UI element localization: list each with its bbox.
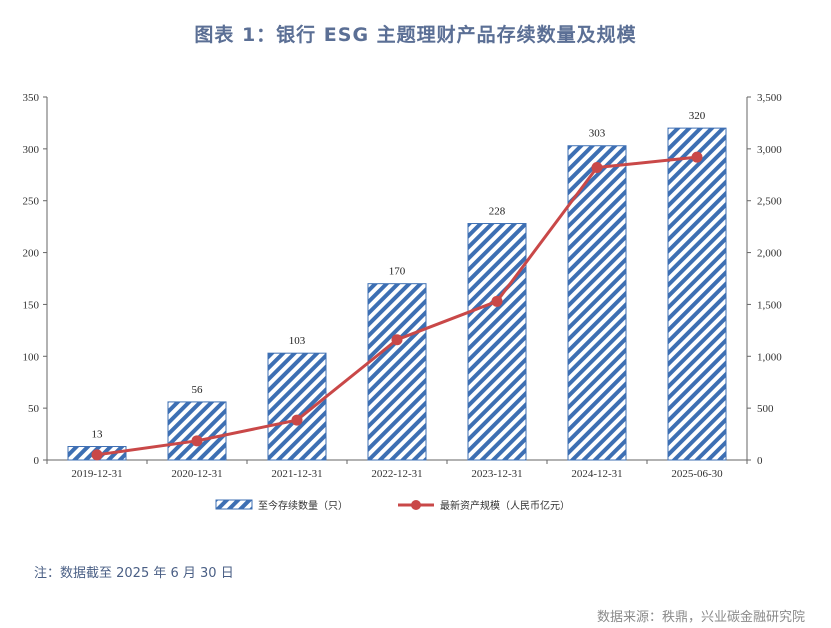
line-point	[291, 414, 303, 426]
line-point	[591, 162, 603, 174]
x-tick-label: 2024-12-31	[571, 468, 622, 480]
bar-data-label: 320	[689, 110, 706, 122]
x-tick-label: 2023-12-31	[471, 468, 522, 480]
y-right-tick-label: 3,000	[757, 144, 782, 156]
x-tick-label: 2021-12-31	[271, 468, 322, 480]
x-tick-label: 2025-06-30	[671, 468, 723, 480]
bar	[367, 283, 427, 461]
bar	[267, 352, 327, 461]
y-right-tick-label: 1,000	[757, 351, 782, 363]
legend-line-label: 最新资产规模（人民币亿元）	[440, 499, 570, 512]
y-right-tick-label: 2,500	[757, 196, 782, 208]
bar	[567, 145, 627, 461]
x-tick-label: 2020-12-31	[171, 468, 222, 480]
x-tick-label: 2022-12-31	[371, 468, 422, 480]
data-source: 数据来源：秩鼎，兴业碳金融研究院	[596, 610, 805, 625]
y-right-tick-label: 1,500	[757, 299, 782, 311]
line-point	[191, 435, 203, 447]
bar	[167, 401, 227, 461]
y-left-tick-label: 300	[23, 144, 40, 156]
line-point	[491, 295, 503, 307]
y-left-tick-label: 50	[28, 403, 40, 415]
y-left-tick-label: 150	[23, 299, 40, 311]
y-left-tick-label: 100	[23, 351, 40, 363]
bar-data-label: 13	[92, 429, 104, 441]
bar	[667, 127, 727, 461]
x-tick-label: 2019-12-31	[71, 468, 122, 480]
y-right-tick-label: 500	[757, 403, 774, 415]
footnote: 注：数据截至 2025 年 6 月 30 日	[34, 566, 234, 581]
bar	[467, 223, 527, 461]
y-left-tick-label: 250	[23, 196, 40, 208]
bar-data-label: 303	[589, 128, 606, 140]
legend-bar-label: 至今存续数量（只）	[258, 499, 348, 512]
bar-data-label: 103	[289, 335, 306, 347]
y-left-tick-label: 200	[23, 248, 40, 260]
line-point	[91, 449, 103, 461]
y-right-tick-label: 3,500	[757, 92, 782, 104]
y-left-tick-label: 350	[23, 92, 40, 104]
y-right-tick-label: 2,000	[757, 248, 782, 260]
line-point	[391, 334, 403, 346]
line-point	[691, 151, 703, 163]
y-left-tick-label: 0	[34, 455, 40, 467]
legend-bar-swatch	[215, 499, 253, 510]
bar-data-label: 56	[192, 384, 204, 396]
bar-data-label: 228	[489, 206, 506, 218]
legend-line-marker	[411, 500, 421, 510]
bar-data-label: 170	[389, 266, 406, 278]
chart-title: 图表 1：银行 ESG 主题理财产品存续数量及规模	[194, 24, 637, 46]
y-right-tick-label: 0	[757, 455, 763, 467]
